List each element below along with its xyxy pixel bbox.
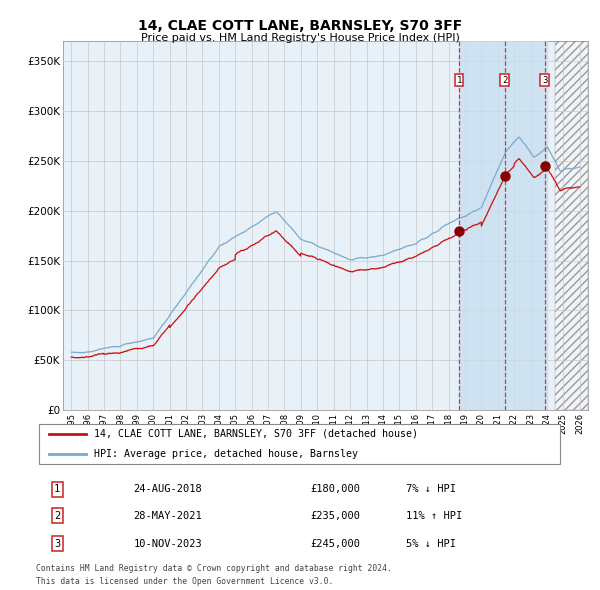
Text: Contains HM Land Registry data © Crown copyright and database right 2024.: Contains HM Land Registry data © Crown c… (36, 564, 392, 573)
Text: £180,000: £180,000 (311, 484, 361, 494)
Text: HPI: Average price, detached house, Barnsley: HPI: Average price, detached house, Barn… (94, 449, 358, 459)
Text: 28-MAY-2021: 28-MAY-2021 (134, 511, 202, 520)
Text: 14, CLAE COTT LANE, BARNSLEY, S70 3FF: 14, CLAE COTT LANE, BARNSLEY, S70 3FF (138, 19, 462, 33)
Text: 10-NOV-2023: 10-NOV-2023 (134, 539, 202, 549)
Text: 2: 2 (54, 511, 60, 520)
Text: 1: 1 (457, 76, 462, 84)
Text: 2: 2 (502, 76, 507, 84)
Text: 14, CLAE COTT LANE, BARNSLEY, S70 3FF (detached house): 14, CLAE COTT LANE, BARNSLEY, S70 3FF (d… (94, 429, 418, 439)
Text: £245,000: £245,000 (311, 539, 361, 549)
Text: 7% ↓ HPI: 7% ↓ HPI (406, 484, 455, 494)
Text: Price paid vs. HM Land Registry's House Price Index (HPI): Price paid vs. HM Land Registry's House … (140, 33, 460, 43)
Bar (555, 41, 588, 410)
Text: 24-AUG-2018: 24-AUG-2018 (134, 484, 202, 494)
Text: 5% ↓ HPI: 5% ↓ HPI (406, 539, 455, 549)
Bar (459, 41, 547, 410)
Text: £235,000: £235,000 (311, 511, 361, 520)
Text: 11% ↑ HPI: 11% ↑ HPI (406, 511, 462, 520)
Text: 3: 3 (542, 76, 547, 84)
Text: This data is licensed under the Open Government Licence v3.0.: This data is licensed under the Open Gov… (36, 577, 334, 586)
Bar (555, 41, 588, 410)
FancyBboxPatch shape (38, 424, 560, 464)
Text: 3: 3 (54, 539, 60, 549)
Text: 1: 1 (54, 484, 60, 494)
